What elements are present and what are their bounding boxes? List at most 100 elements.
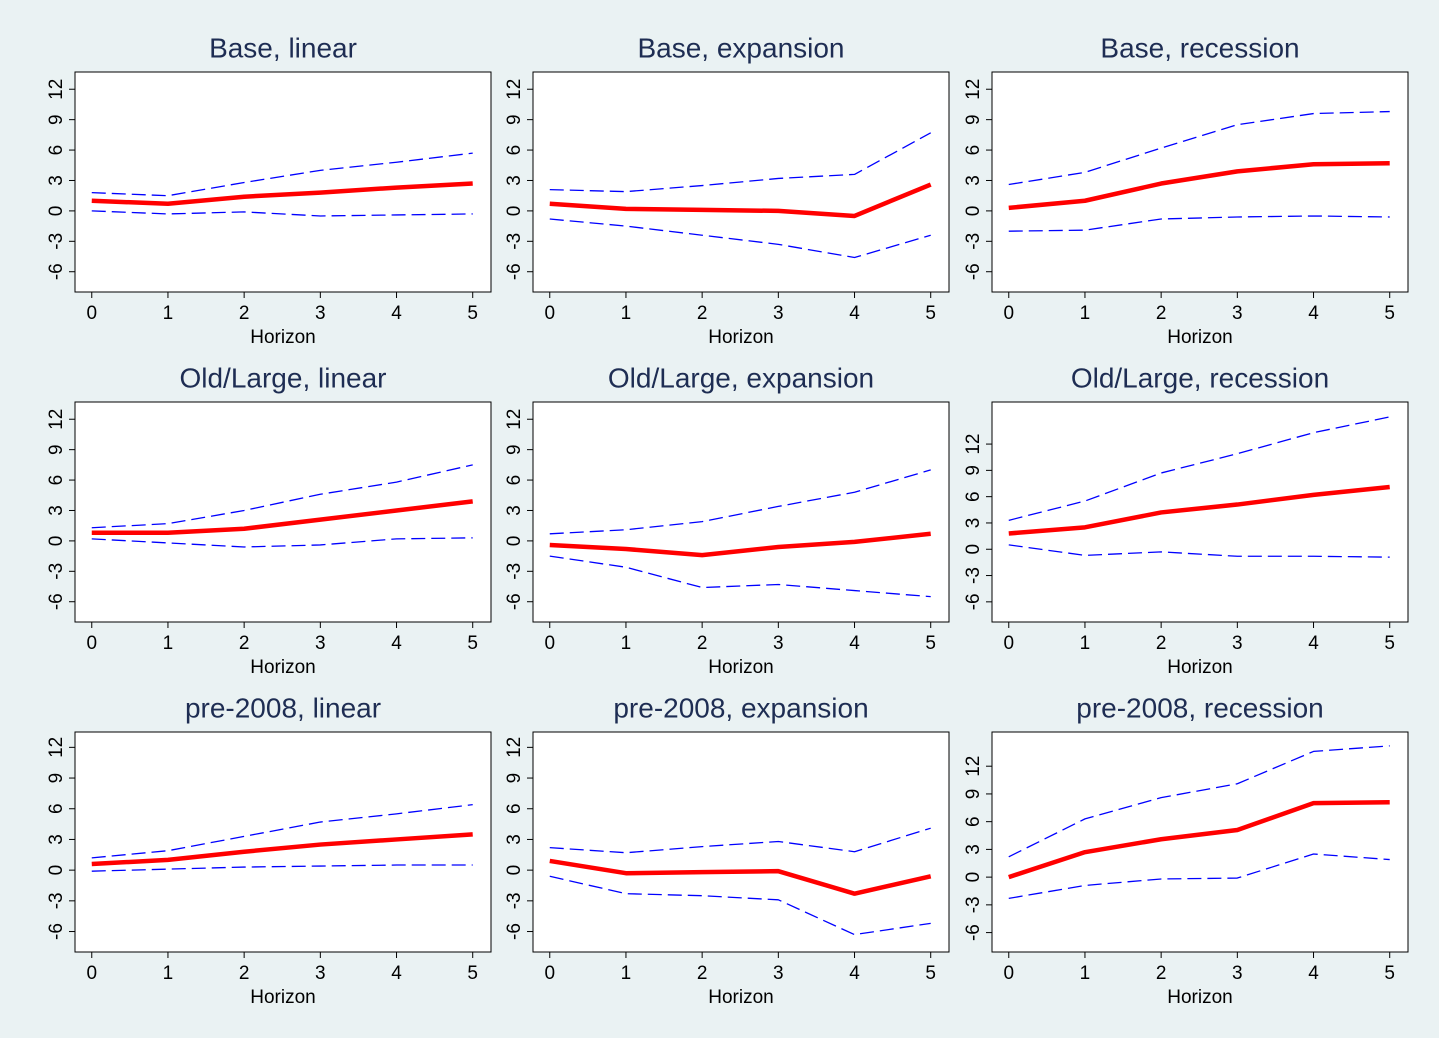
y-tick-label: 12: [46, 79, 67, 100]
y-tick-label: 0: [963, 872, 984, 883]
x-tick-label: 1: [163, 963, 174, 984]
series-line: [1008, 484, 1390, 536]
series-line: [1008, 160, 1390, 211]
y-tick-label: 12: [46, 737, 67, 758]
x-tick-label: 5: [925, 633, 936, 654]
y-tick-label: -3: [504, 233, 525, 250]
x-tick-label: 2: [1156, 963, 1167, 984]
series-line: [91, 464, 473, 529]
y-tick-label: 0: [46, 536, 67, 547]
y-tick-label: -6: [963, 263, 984, 280]
panel-title: Base, expansion: [637, 32, 844, 63]
x-tick-label: 3: [773, 633, 784, 654]
y-tick-label: -6: [46, 593, 67, 610]
x-tick-label: 4: [391, 633, 402, 654]
y-tick-label: 9: [46, 114, 67, 125]
y-tick-label: -3: [46, 563, 67, 580]
y-tick-label: -3: [46, 892, 67, 909]
y-tick-label: 3: [963, 175, 984, 186]
plot-area: [532, 401, 950, 623]
y-tick-label: 6: [46, 145, 67, 156]
y-tick-label: -6: [504, 923, 525, 940]
x-axis-label: Horizon: [708, 327, 773, 348]
series-line: [549, 875, 931, 936]
x-tick-label: 5: [925, 963, 936, 984]
y-tick-label: 12: [963, 756, 984, 777]
x-axis-label: Horizon: [1167, 327, 1232, 348]
y-tick-label: 12: [963, 79, 984, 100]
series-line: [1008, 544, 1390, 558]
series-line: [549, 182, 932, 219]
plot-area: [991, 71, 1409, 293]
y-tick-label: -3: [46, 233, 67, 250]
series-line: [549, 827, 931, 854]
y-tick-label: 3: [46, 505, 67, 516]
y-tick-label: 3: [963, 518, 984, 529]
y-tick-label: 12: [504, 79, 525, 100]
plot-area: [532, 731, 950, 953]
x-tick-label: 2: [1156, 303, 1167, 324]
x-tick-label: 4: [1308, 633, 1319, 654]
y-tick-label: -6: [46, 263, 67, 280]
x-tick-label: 2: [697, 633, 708, 654]
x-tick-label: 4: [849, 303, 860, 324]
x-tick-label: 4: [1308, 963, 1319, 984]
y-tick-label: -6: [504, 263, 525, 280]
panel-title: Base, recession: [1100, 32, 1299, 63]
x-tick-label: 2: [239, 303, 250, 324]
y-tick-label: 3: [46, 834, 67, 845]
y-tick-label: 0: [963, 206, 984, 217]
x-tick-label: 0: [544, 303, 555, 324]
plot-area: [74, 731, 492, 953]
x-tick-label: 4: [849, 963, 860, 984]
y-tick-label: 0: [504, 865, 525, 876]
x-tick-label: 4: [391, 963, 402, 984]
y-tick-label: 6: [504, 803, 525, 814]
y-tick-label: -3: [963, 567, 984, 584]
y-tick-label: -3: [963, 233, 984, 250]
series-line: [1008, 745, 1390, 858]
y-tick-label: 6: [963, 145, 984, 156]
x-tick-label: 5: [467, 303, 478, 324]
y-tick-label: 6: [504, 475, 525, 486]
x-tick-label: 1: [1080, 633, 1091, 654]
series-line: [1008, 416, 1390, 521]
x-tick-label: 5: [1384, 633, 1395, 654]
y-tick-label: 12: [46, 409, 67, 430]
y-tick-label: 9: [963, 114, 984, 125]
panel-title: Base, linear: [209, 32, 357, 63]
series-line: [549, 858, 932, 896]
x-tick-label: 1: [1080, 303, 1091, 324]
y-tick-label: 6: [46, 475, 67, 486]
x-tick-label: 1: [621, 963, 632, 984]
plot-area: [991, 401, 1409, 623]
series-line: [549, 132, 932, 193]
series-line: [549, 555, 931, 598]
y-tick-label: -6: [963, 924, 984, 941]
y-tick-label: 6: [963, 816, 984, 827]
series-line: [549, 218, 931, 259]
y-tick-label: 6: [963, 491, 984, 502]
x-tick-label: 0: [86, 303, 97, 324]
series-line: [1008, 215, 1390, 232]
series-line: [1008, 110, 1390, 186]
plot-area: [74, 71, 492, 293]
y-tick-label: -3: [504, 892, 525, 909]
series-line: [1008, 853, 1390, 900]
x-tick-label: 3: [315, 633, 326, 654]
x-tick-label: 2: [239, 633, 250, 654]
x-tick-label: 2: [1156, 633, 1167, 654]
panel-title: Old/Large, recession: [1071, 362, 1329, 393]
x-axis-label: Horizon: [1167, 657, 1232, 678]
x-tick-label: 3: [315, 963, 326, 984]
series-line: [91, 499, 473, 536]
y-tick-label: 9: [46, 444, 67, 455]
